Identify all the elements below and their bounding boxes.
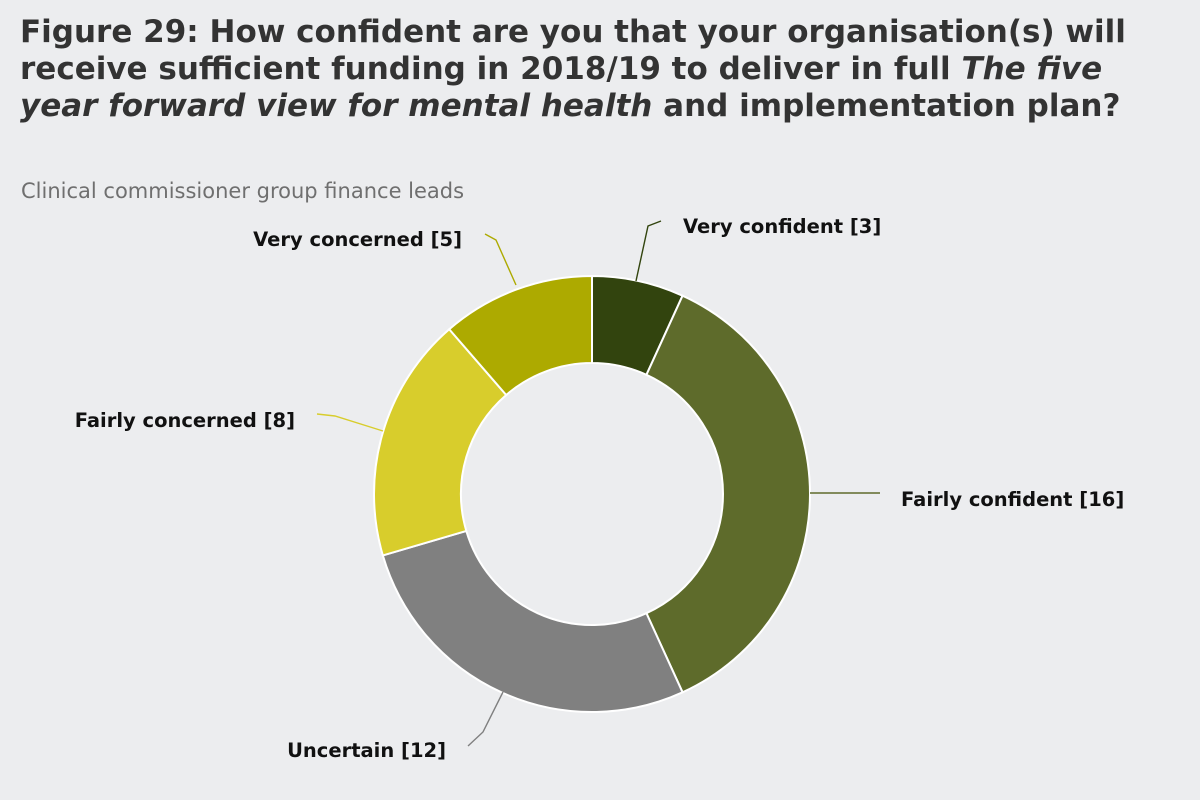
leader-line-fairly-concerned	[316, 413, 384, 432]
chart-title-part2: and implementation plan?	[652, 88, 1121, 124]
slice-fairly-concerned	[373, 327, 508, 557]
data-label-fairly-confident: Fairly confident [16]	[901, 488, 1124, 511]
data-label-very-confident: Very confident [3]	[683, 215, 881, 238]
chart-title-part1: Figure 29: How confident are you that yo…	[20, 14, 1126, 87]
leader-line-very-confident	[635, 220, 662, 282]
data-labels: Very confident [3] Fairly confident [16] U…	[75, 215, 1125, 762]
data-label-uncertain: Uncertain [12]	[287, 739, 446, 762]
data-label-fairly-concerned: Fairly concerned [8]	[75, 409, 295, 432]
chart-subtitle: Clinical commissioner group finance lead…	[21, 179, 465, 203]
chart-title: Figure 29: How confident are you that yo…	[20, 14, 1180, 125]
slice-fairly-confident	[645, 294, 811, 694]
leader-lines	[316, 220, 880, 747]
donut-slices	[373, 274, 811, 713]
chart-title-italic: The five year forward view for mental he…	[20, 51, 1103, 124]
data-label-very-concerned: Very concerned [5]	[253, 228, 462, 251]
leader-line-very-concerned	[484, 233, 517, 286]
slice-uncertain	[381, 529, 684, 713]
leader-line-uncertain	[467, 691, 504, 747]
slice-very-concerned	[447, 274, 593, 397]
